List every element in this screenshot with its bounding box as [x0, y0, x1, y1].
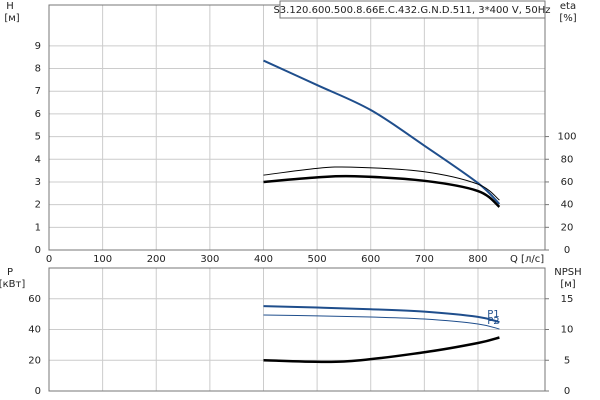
y2-tick-label: 10: [561, 325, 574, 336]
curve: [263, 314, 500, 330]
y2-tick-label: 60: [561, 177, 574, 188]
y-tick-label: 3: [35, 177, 41, 188]
y-tick-label: 9: [35, 41, 41, 52]
y2-tick-label: 100: [557, 132, 576, 143]
y-tick-label: 0: [35, 245, 41, 256]
y-tick-label: 20: [28, 355, 41, 366]
series-label: P2: [487, 316, 499, 327]
x-tick-label: 500: [308, 254, 327, 265]
plot-frame: [48, 267, 546, 392]
y-axis-unit: [м]: [4, 13, 19, 24]
y-tick-label: 2: [35, 200, 41, 211]
series-label: P1: [487, 309, 499, 320]
x-tick-label: 600: [361, 254, 380, 265]
y2-tick-label: 80: [561, 154, 574, 165]
y-tick-label: 60: [28, 294, 41, 305]
y-axis-label: H: [6, 1, 14, 12]
x-tick-label: 300: [200, 254, 219, 265]
y2-tick-label: 0: [564, 245, 570, 256]
y-tick-label: 0: [35, 386, 41, 397]
y2-axis-label: eta: [560, 1, 576, 12]
curve: [263, 305, 500, 324]
y2-tick-label: 15: [561, 294, 574, 305]
x-tick-label: 100: [93, 254, 112, 265]
y-tick-label: 6: [35, 109, 41, 120]
x-tick-label: 400: [254, 254, 273, 265]
title-box: [279, 0, 546, 19]
y-axis-label: P: [7, 267, 13, 278]
x-tick-label: 0: [46, 254, 52, 265]
x-tick-label: 700: [415, 254, 434, 265]
y2-tick-label: 40: [561, 200, 574, 211]
y2-tick-label: 5: [564, 355, 570, 366]
x-tick-label: 200: [147, 254, 166, 265]
y-tick-label: 40: [28, 325, 41, 336]
y-tick-label: 1: [35, 222, 41, 233]
x-axis-label: Q [л/с]: [510, 254, 544, 265]
y2-tick-label: 0: [564, 386, 570, 397]
curve: [263, 336, 500, 364]
curve: [263, 174, 501, 208]
y2-axis-unit: [м]: [560, 279, 575, 290]
y2-tick-label: 20: [561, 222, 574, 233]
y-tick-label: 5: [35, 132, 41, 143]
y-tick-label: 7: [35, 86, 41, 97]
x-tick-label: 800: [468, 254, 487, 265]
chart-title: S3.120.600.500.8.66E.C.432.G.N.D.511, 3*…: [273, 5, 550, 16]
y-axis-unit: [кВт]: [0, 279, 25, 290]
plot-frame: [48, 4, 546, 251]
y2-axis-label: NPSH: [554, 267, 581, 278]
y2-axis-unit: [%]: [559, 13, 576, 24]
plots: 0 100 200 300 400 500 600 700 800012345678902040…: [0, 1, 582, 397]
curve: [263, 166, 500, 201]
panel: 0 100 200 300 400 500 600 700 800 0 1 2 3 4 5 6 7 8 9 0 20 40…: [4, 1, 576, 265]
y-tick-label: 4: [35, 154, 41, 165]
y-tick-label: 8: [35, 64, 41, 75]
